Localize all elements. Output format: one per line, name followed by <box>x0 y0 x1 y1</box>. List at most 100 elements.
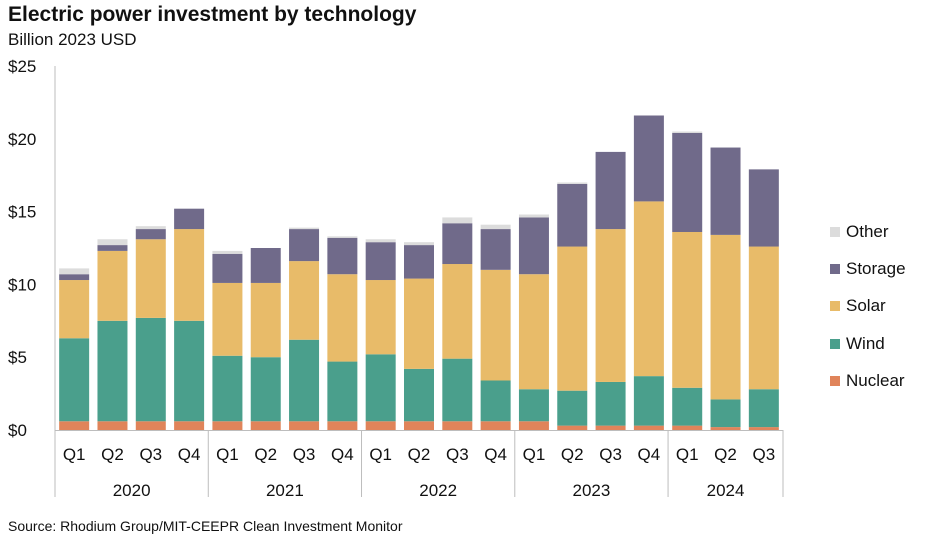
x-tick-label: Q4 <box>178 445 201 464</box>
bar-segment-nuclear <box>289 421 320 430</box>
bar-segment-storage <box>672 132 703 232</box>
bar-segment-wind <box>327 361 358 422</box>
bar-segment-nuclear <box>212 421 243 430</box>
x-tick-label: Q1 <box>63 445 86 464</box>
bar-segment-solar <box>250 282 281 358</box>
bar-segment-storage <box>365 242 396 281</box>
bar-segment-solar <box>557 246 588 391</box>
x-tick-label: Q2 <box>561 445 584 464</box>
bar-segment-other <box>557 182 588 184</box>
bar-segment-nuclear <box>480 421 511 430</box>
bar-segment-wind <box>518 389 549 422</box>
bar-segment-wind <box>633 376 664 426</box>
bar-segment-nuclear <box>135 421 166 430</box>
legend-label-storage: Storage <box>846 258 906 278</box>
x-tick-label: Q3 <box>752 445 775 464</box>
bar-segment-storage <box>518 217 549 275</box>
bar-segment-solar <box>633 201 664 377</box>
bar-segment-other <box>442 217 473 224</box>
chart-title: Electric power investment by technology <box>8 3 417 26</box>
x-tick-label: Q3 <box>599 445 622 464</box>
year-label: 2022 <box>419 481 457 500</box>
bar-segment-other <box>518 214 549 218</box>
bar-segment-solar <box>595 229 626 382</box>
bar-segment-nuclear <box>97 421 128 430</box>
legend-swatch-solar <box>830 301 840 312</box>
bar-segment-solar <box>518 274 549 390</box>
bar-segment-wind <box>289 339 320 422</box>
bar-segment-wind <box>250 357 281 422</box>
bar-segment-solar <box>135 239 166 318</box>
x-tick-label: Q3 <box>139 445 162 464</box>
bar-segment-other <box>97 239 128 246</box>
bar-segment-storage <box>557 183 588 247</box>
bar-segment-solar <box>97 250 128 321</box>
x-tick-label: Q1 <box>369 445 392 464</box>
x-tick-label: Q2 <box>408 445 431 464</box>
bar-segment-storage <box>250 248 281 283</box>
bar-segment-solar <box>59 280 90 339</box>
bar-segment-solar <box>480 269 511 381</box>
bar-segment-other <box>289 227 320 230</box>
legend-label-wind: Wind <box>846 333 885 353</box>
x-tick-label: Q3 <box>446 445 469 464</box>
year-label: 2021 <box>266 481 304 500</box>
bar-segment-storage <box>174 208 205 230</box>
bar-segment-nuclear <box>174 421 205 430</box>
legend-swatch-storage <box>830 263 840 274</box>
bar-segment-nuclear <box>595 425 626 430</box>
bar-segment-wind <box>748 389 779 428</box>
bar-segment-nuclear <box>59 421 90 430</box>
bar-segment-solar <box>442 264 473 359</box>
bar-segment-storage <box>59 274 90 281</box>
bar-segment-solar <box>289 261 320 340</box>
y-tick-label: $5 <box>8 348 27 367</box>
bar-segment-nuclear <box>710 427 741 430</box>
y-tick-label: $15 <box>8 203 36 222</box>
bar-segment-other <box>672 131 703 133</box>
y-tick-label: $0 <box>8 421 27 440</box>
bar-segment-solar <box>327 274 358 362</box>
x-tick-label: Q1 <box>523 445 546 464</box>
bar-segment-nuclear <box>442 421 473 430</box>
year-label: 2024 <box>707 481 745 500</box>
legend-item-storage: Storage <box>830 250 920 287</box>
legend-label-nuclear: Nuclear <box>846 370 905 390</box>
x-tick-label: Q4 <box>638 445 661 464</box>
bar-segment-wind <box>404 368 434 422</box>
source-note: Source: Rhodium Group/MIT-CEEPR Clean In… <box>8 518 403 534</box>
bar-segment-other <box>212 250 243 254</box>
bar-segment-nuclear <box>365 421 396 430</box>
bar-segment-nuclear <box>327 421 358 430</box>
bar-segment-wind <box>174 320 205 422</box>
x-tick-label: Q1 <box>216 445 239 464</box>
bar-segment-nuclear <box>748 427 779 430</box>
bar-segment-nuclear <box>518 421 549 430</box>
bar-segment-wind <box>557 390 588 426</box>
x-tick-label: Q4 <box>331 445 354 464</box>
legend-swatch-wind <box>830 338 840 349</box>
x-tick-label: Q2 <box>714 445 737 464</box>
bar-segment-solar <box>212 282 243 356</box>
bar-segment-wind <box>365 354 396 422</box>
bar-segment-wind <box>135 317 166 422</box>
bar-segment-other <box>480 224 511 230</box>
bar-segment-wind <box>59 338 90 422</box>
bar-segment-storage <box>442 223 473 265</box>
bar-segment-nuclear <box>633 425 664 430</box>
bar-segment-storage <box>748 169 779 247</box>
bar-segment-other <box>365 239 396 243</box>
x-tick-label: Q1 <box>676 445 699 464</box>
legend: Other Storage Solar Wind Nuclear <box>830 213 920 399</box>
y-tick-label: $10 <box>8 275 36 294</box>
bar-segment-wind <box>595 381 626 426</box>
bar-segment-storage <box>327 237 358 275</box>
legend-item-other: Other <box>830 213 920 250</box>
chart-subtitle: Billion 2023 USD <box>8 30 137 49</box>
bar-segment-wind <box>480 380 511 422</box>
bar-segment-solar <box>672 231 703 388</box>
legend-swatch-other <box>830 226 840 237</box>
x-tick-label: Q3 <box>293 445 316 464</box>
bar-segment-storage <box>480 229 511 270</box>
